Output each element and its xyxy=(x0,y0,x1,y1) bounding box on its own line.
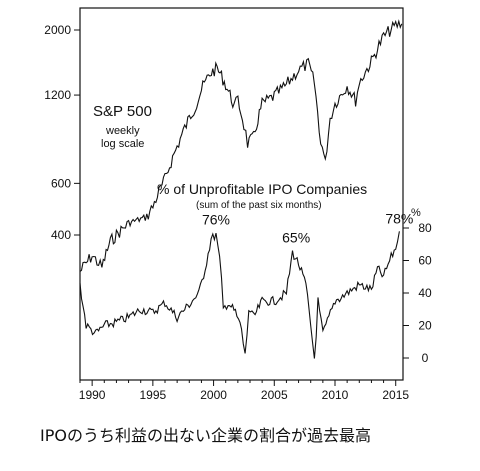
sp500-y-tick-label-400: 400 xyxy=(51,228,71,242)
x-tick-label-2005: 2005 xyxy=(261,388,288,402)
x-axis: 1990 1995 2000 2005 2010 2015 xyxy=(79,380,409,402)
annotation-76pct: 76% xyxy=(202,212,230,228)
annotation-78pct: 78% xyxy=(385,210,413,226)
sp500-y-tick-label-2000: 2000 xyxy=(44,23,71,37)
ipo-y-tick-label-20: 20 xyxy=(418,319,432,333)
ipo-annotations: 76% 65% 78% xyxy=(202,210,413,245)
ipo-subtitle: (sum of the past six months) xyxy=(196,200,322,211)
ipo-y-axis: 0 20 40 60 80 xyxy=(403,221,432,365)
sp500-subtitle-line2: log scale xyxy=(101,138,144,150)
sp500-series-line xyxy=(79,19,403,272)
sp500-title: S&P 500 xyxy=(93,103,152,120)
x-tick-label-1990: 1990 xyxy=(79,388,106,402)
sp500-subtitle-line1: weekly xyxy=(105,125,140,137)
x-tick-label-1995: 1995 xyxy=(140,388,167,402)
ipo-y-tick-label-60: 60 xyxy=(418,254,432,268)
x-tick-label-2015: 2015 xyxy=(382,388,409,402)
annotation-65pct: 65% xyxy=(282,229,310,245)
ipo-title: % of Unprofitable IPO Companies xyxy=(157,181,367,197)
x-tick-label-2010: 2010 xyxy=(322,388,349,402)
sp500-y-axis: 400 600 1200 2000 xyxy=(44,23,80,242)
ipo-y-unit: % xyxy=(411,207,421,219)
ipo-y-tick-label-0: 0 xyxy=(422,351,429,365)
chart-svg: 1990 1995 2000 2005 2010 2015 400 600 1200 20 00 … xyxy=(44,7,432,402)
sp500-y-tick-label-1200: 1200 xyxy=(44,88,71,102)
ipo-y-tick-label-80: 80 xyxy=(418,221,432,235)
ipo-series-line xyxy=(79,231,400,359)
ipo-y-tick-label-40: 40 xyxy=(418,286,432,300)
x-tick-label-2000: 2000 xyxy=(200,388,227,402)
plot-frame xyxy=(79,7,404,381)
sp500-y-tick-label-600: 600 xyxy=(51,176,71,190)
chart-caption: IPOのうち利益の出ない企業の割合が過去最高 xyxy=(40,426,371,445)
